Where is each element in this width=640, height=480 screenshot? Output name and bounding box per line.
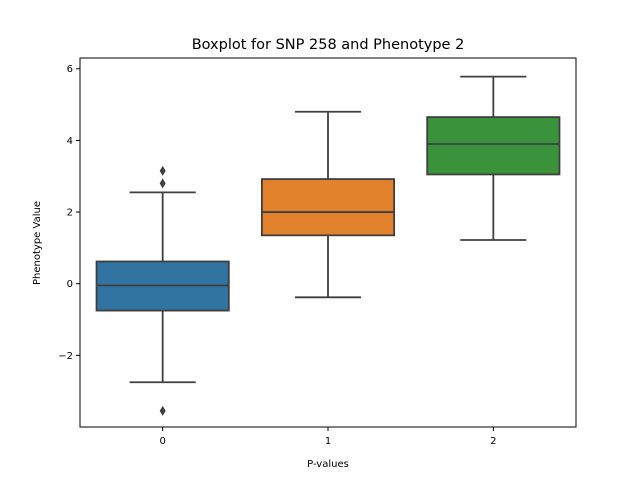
chart-title: Boxplot for SNP 258 and Phenotype 2	[192, 37, 465, 53]
x-tick-label: 0	[159, 436, 165, 447]
axes: −2 0 2 4 6 0 1 2	[58, 57, 577, 447]
x-axis-label: P-values	[307, 459, 349, 470]
x-tick-label: 2	[490, 436, 496, 447]
y-tick-label: 4	[67, 136, 73, 147]
box-group-0	[95, 165, 230, 416]
y-tick-label: 2	[67, 208, 73, 219]
y-tick-label: 0	[67, 279, 73, 290]
plot-area	[95, 75, 561, 416]
y-axis-label: Phenotype Value	[32, 201, 43, 285]
box-group-1	[260, 110, 396, 299]
box-2	[426, 116, 561, 176]
y-tick-label: −2	[58, 351, 73, 362]
box-group-2	[426, 75, 561, 241]
y-tick-label: 6	[67, 64, 73, 75]
outlier-point	[159, 165, 166, 176]
x-tick-label: 1	[325, 436, 331, 447]
outlier-point	[159, 405, 166, 416]
outlier-point	[159, 178, 166, 189]
box-1	[260, 178, 396, 237]
